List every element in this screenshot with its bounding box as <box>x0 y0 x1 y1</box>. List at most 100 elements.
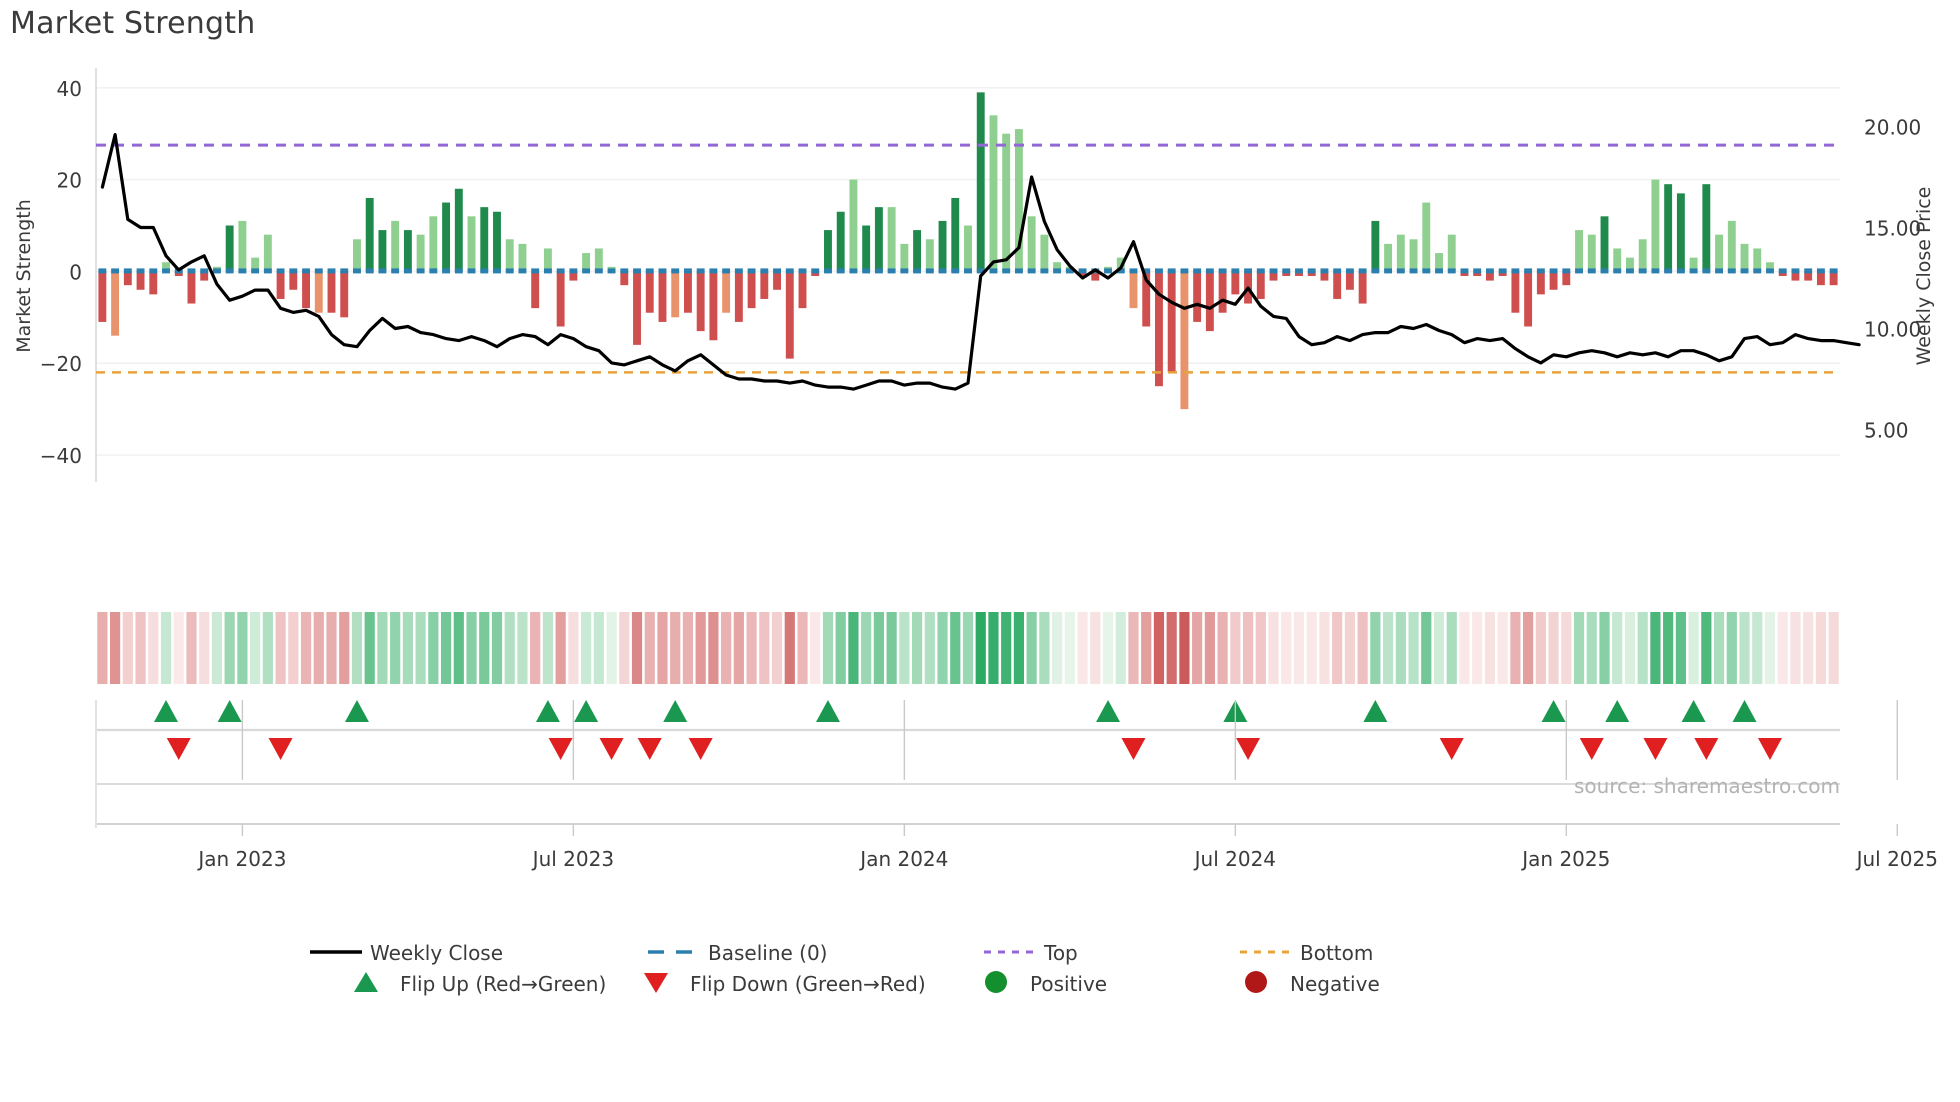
weekly-close-line <box>100 133 1861 391</box>
legend-item[interactable]: Bottom <box>1240 941 1373 965</box>
flip-down-marker[interactable] <box>1694 738 1719 760</box>
legend-item[interactable]: Positive <box>985 971 1107 996</box>
flip-up-marker[interactable] <box>1681 700 1706 722</box>
heatmap-cell <box>415 612 426 684</box>
y-tick-label: −20 <box>40 352 82 376</box>
strength-bar <box>734 271 743 322</box>
baseline-cap <box>1358 268 1367 274</box>
heatmap-cell <box>975 612 986 684</box>
heatmap-cell <box>619 612 630 684</box>
baseline-cap <box>391 268 400 274</box>
flip-down-marker[interactable] <box>1439 738 1464 760</box>
baseline-cap <box>1295 268 1303 274</box>
heatmap-cell <box>1217 612 1228 684</box>
heatmap-cell <box>1561 612 1572 684</box>
heatmap-cell <box>1090 612 1101 684</box>
baseline-cap <box>187 268 196 274</box>
legend-item[interactable]: Negative <box>1245 971 1380 996</box>
baseline-cap <box>1791 268 1800 274</box>
heatmap-cell <box>1548 612 1559 684</box>
strength-bar <box>556 271 565 327</box>
flip-down-marker[interactable] <box>1757 738 1782 760</box>
strength-bar <box>1180 271 1189 410</box>
x-axis: Jan 2023 Jul 2023 Jan 2024 Jul 2024 Jan 2025… <box>196 700 1938 871</box>
baseline-cap <box>1027 268 1036 274</box>
heatmap-cell <box>1192 612 1203 684</box>
strength-bar <box>760 271 769 299</box>
baseline-cap <box>1473 268 1482 274</box>
heatmap-cell <box>1141 612 1152 684</box>
heatmap-cell <box>1064 612 1075 684</box>
strength-bar <box>1549 271 1558 290</box>
flip-up-marker[interactable] <box>1363 700 1388 722</box>
baseline-cap <box>1218 268 1227 274</box>
strength-bar <box>1816 271 1825 286</box>
baseline-cap <box>1320 268 1329 274</box>
baseline-cap <box>582 268 591 274</box>
flip-down-marker[interactable] <box>1579 738 1604 760</box>
strength-bar <box>378 230 387 272</box>
baseline-cap <box>671 268 680 274</box>
baseline-cap <box>225 268 234 274</box>
flip-up-marker[interactable] <box>154 700 179 722</box>
flip-down-marker[interactable] <box>1236 738 1261 760</box>
y2-tick-label: 10.00 <box>1864 318 1921 342</box>
legend-item[interactable]: Baseline (0) <box>648 941 827 965</box>
heatmap-cell <box>670 612 681 684</box>
flip-up-marker[interactable] <box>217 700 242 722</box>
heatmap-cell <box>721 612 732 684</box>
strength-bar <box>1613 248 1622 272</box>
heatmap-cell <box>275 612 286 684</box>
strength-bar <box>1371 220 1380 272</box>
baseline-cap <box>900 268 909 274</box>
heatmap-cell <box>1828 612 1839 684</box>
strength-bar <box>187 271 196 304</box>
baseline-cap <box>569 268 578 274</box>
baseline-cap <box>493 268 501 274</box>
baseline-cap <box>989 268 998 274</box>
baseline-cap <box>1689 268 1698 274</box>
flip-down-marker[interactable] <box>1121 738 1146 760</box>
baseline-cap <box>314 268 323 274</box>
baseline-cap <box>938 268 947 274</box>
flip-down-marker[interactable] <box>637 738 662 760</box>
heatmap-cell <box>733 612 744 684</box>
heatmap-cell <box>1675 612 1686 684</box>
flip-down-marker[interactable] <box>688 738 713 760</box>
flip-down-marker[interactable] <box>1643 738 1668 760</box>
flip-up-marker[interactable] <box>1541 700 1566 722</box>
y2-tick-label: 15.00 <box>1864 217 1921 241</box>
flip-up-marker[interactable] <box>1096 700 1121 722</box>
strength-bar <box>276 271 285 299</box>
flip-up-marker[interactable] <box>1732 700 1757 722</box>
flip-down-marker[interactable] <box>599 738 624 760</box>
flip-up-marker[interactable] <box>535 700 560 722</box>
heatmap-cell <box>351 612 363 684</box>
flip-down-marker[interactable] <box>268 738 293 760</box>
baseline-cap <box>1422 268 1431 274</box>
legend-item[interactable]: Flip Down (Green→Red) <box>644 972 926 996</box>
baseline-cap <box>1435 268 1443 274</box>
heatmap-cell <box>1663 612 1674 684</box>
heatmap-cell <box>288 612 299 684</box>
baseline-cap <box>722 268 731 274</box>
legend-item[interactable]: Flip Up (Red→Green) <box>354 972 606 996</box>
flip-up-marker[interactable] <box>574 700 599 722</box>
flip-up-marker[interactable] <box>663 700 688 722</box>
flip-up-marker[interactable] <box>344 700 369 722</box>
flip-up-marker[interactable] <box>815 700 840 722</box>
strength-bar <box>1295 271 1303 276</box>
flip-down-marker[interactable] <box>166 738 191 760</box>
strength-bar <box>391 220 400 272</box>
heatmap-cell <box>517 612 528 684</box>
legend-item[interactable]: Weekly Close <box>310 941 503 965</box>
flip-down-marker[interactable] <box>548 738 573 760</box>
baseline-cap <box>200 268 209 274</box>
baseline-cap <box>429 268 438 274</box>
baseline-cap <box>1536 268 1545 274</box>
legend-item[interactable]: Top <box>984 941 1078 965</box>
strength-bar <box>365 197 374 272</box>
flip-up-marker[interactable] <box>1605 700 1630 722</box>
strength-bar <box>493 211 501 272</box>
baseline-cap <box>136 268 145 274</box>
